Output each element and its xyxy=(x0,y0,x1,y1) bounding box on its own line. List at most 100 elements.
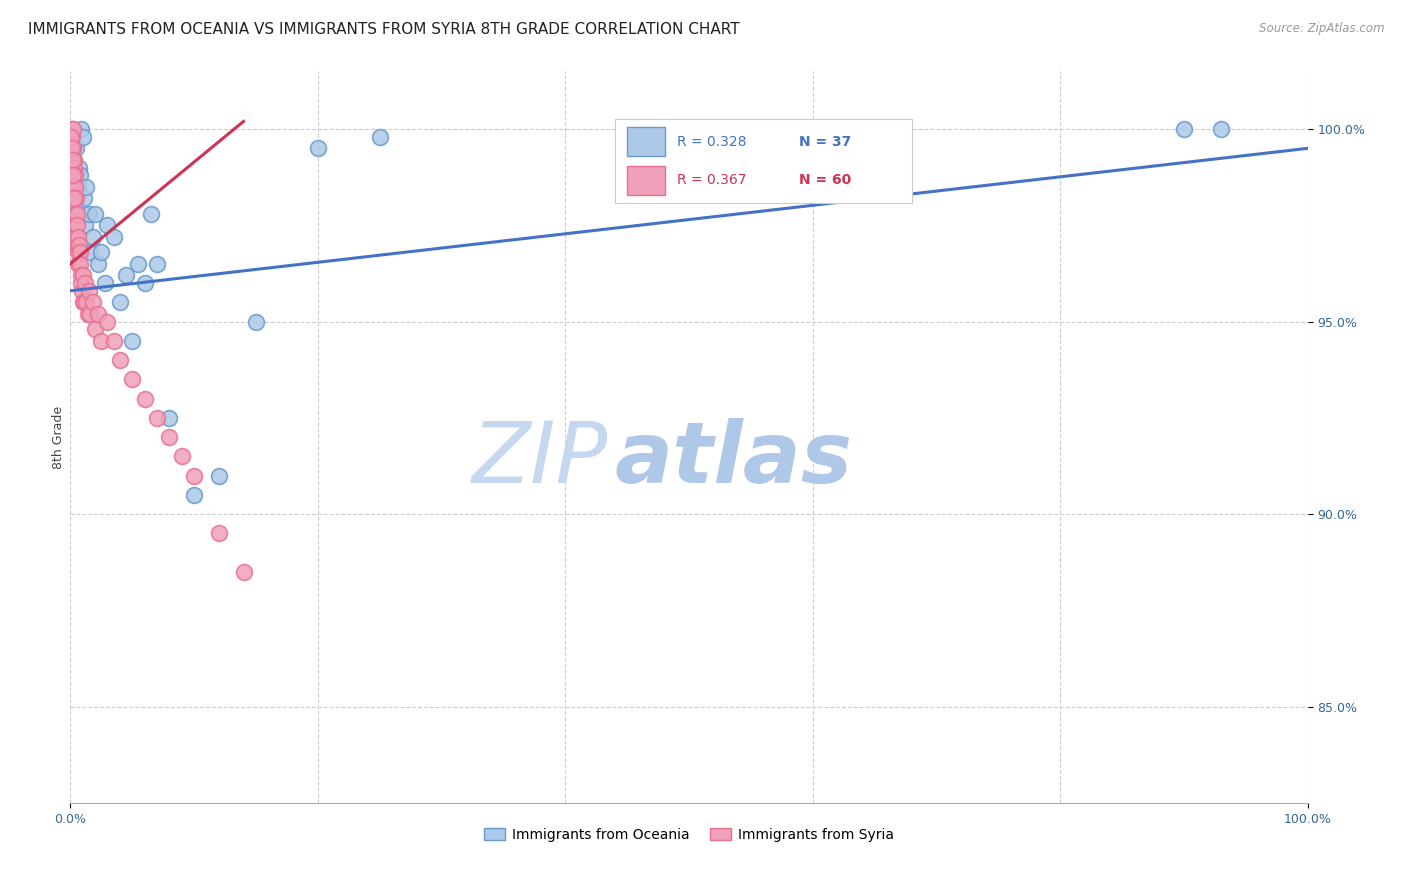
Text: atlas: atlas xyxy=(614,417,853,500)
Point xyxy=(65,141,87,155)
Bar xyxy=(627,166,665,194)
Point xyxy=(79,307,101,321)
Point xyxy=(67,237,90,252)
Point xyxy=(1209,122,1232,136)
Point xyxy=(70,284,93,298)
Point xyxy=(72,295,94,310)
Point xyxy=(139,207,162,221)
Point xyxy=(69,169,91,183)
Point xyxy=(66,230,89,244)
Legend: Immigrants from Oceania, Immigrants from Syria: Immigrants from Oceania, Immigrants from… xyxy=(478,822,900,847)
Point xyxy=(157,430,180,444)
Point xyxy=(70,122,93,136)
Point xyxy=(183,468,205,483)
Point xyxy=(115,268,138,283)
Point xyxy=(208,468,231,483)
Point xyxy=(63,169,86,183)
Text: ZIP: ZIP xyxy=(472,417,609,500)
Point xyxy=(96,219,118,233)
Point xyxy=(65,191,87,205)
Point xyxy=(146,257,169,271)
Point xyxy=(94,276,117,290)
Point xyxy=(73,191,96,205)
Text: R = 0.328: R = 0.328 xyxy=(678,135,747,149)
Point xyxy=(66,179,89,194)
Point xyxy=(134,392,156,406)
Point xyxy=(67,257,90,271)
Point xyxy=(63,191,86,205)
Point xyxy=(62,169,84,183)
Point xyxy=(60,129,83,144)
Point xyxy=(1173,122,1195,136)
Point xyxy=(69,257,91,271)
Point xyxy=(62,122,84,136)
Point xyxy=(72,129,94,144)
Point xyxy=(82,295,104,310)
Point xyxy=(65,199,87,213)
Point xyxy=(82,230,104,244)
Point xyxy=(103,230,125,244)
Point xyxy=(127,257,149,271)
Point xyxy=(66,245,89,260)
Point xyxy=(66,207,89,221)
Y-axis label: 8th Grade: 8th Grade xyxy=(52,406,65,468)
Text: IMMIGRANTS FROM OCEANIA VS IMMIGRANTS FROM SYRIA 8TH GRADE CORRELATION CHART: IMMIGRANTS FROM OCEANIA VS IMMIGRANTS FR… xyxy=(28,22,740,37)
Point xyxy=(121,334,143,348)
Point xyxy=(245,315,267,329)
Point xyxy=(59,141,82,155)
Point xyxy=(63,191,86,205)
Point xyxy=(368,129,391,144)
Point xyxy=(69,245,91,260)
Bar xyxy=(627,128,665,156)
Point xyxy=(75,219,97,233)
Point xyxy=(121,372,143,386)
Point xyxy=(67,161,90,175)
Point xyxy=(208,526,231,541)
Point xyxy=(838,129,860,144)
Point xyxy=(183,488,205,502)
Point xyxy=(77,207,100,221)
Point xyxy=(60,141,83,155)
Point xyxy=(62,153,84,167)
Point xyxy=(103,334,125,348)
Point xyxy=(62,169,84,183)
Point xyxy=(75,179,97,194)
Point xyxy=(65,219,87,233)
Point xyxy=(96,315,118,329)
Point xyxy=(63,161,86,175)
Point xyxy=(86,257,108,271)
Point xyxy=(62,153,84,167)
Text: Source: ZipAtlas.com: Source: ZipAtlas.com xyxy=(1260,22,1385,36)
Point xyxy=(157,410,180,425)
Point xyxy=(70,276,93,290)
Point xyxy=(75,295,97,310)
Point xyxy=(60,122,83,136)
Point xyxy=(232,565,254,579)
Point xyxy=(63,169,86,183)
Point xyxy=(84,322,107,336)
Point xyxy=(108,295,131,310)
Point xyxy=(90,334,112,348)
Point xyxy=(307,141,329,155)
Point xyxy=(77,284,100,298)
Point xyxy=(66,237,89,252)
Text: R = 0.367: R = 0.367 xyxy=(678,173,747,187)
Point xyxy=(65,207,87,221)
Point xyxy=(170,450,193,464)
Point xyxy=(84,207,107,221)
Point xyxy=(60,129,83,144)
Point xyxy=(79,245,101,260)
Point xyxy=(69,268,91,283)
Point xyxy=(76,307,98,321)
Point xyxy=(62,141,84,155)
Point xyxy=(63,179,86,194)
Point xyxy=(90,245,112,260)
Point xyxy=(73,295,96,310)
Point xyxy=(75,276,97,290)
Point xyxy=(60,129,83,144)
Point xyxy=(65,179,87,194)
Point xyxy=(146,410,169,425)
Text: N = 60: N = 60 xyxy=(799,173,851,187)
Point xyxy=(65,230,87,244)
Point xyxy=(134,276,156,290)
